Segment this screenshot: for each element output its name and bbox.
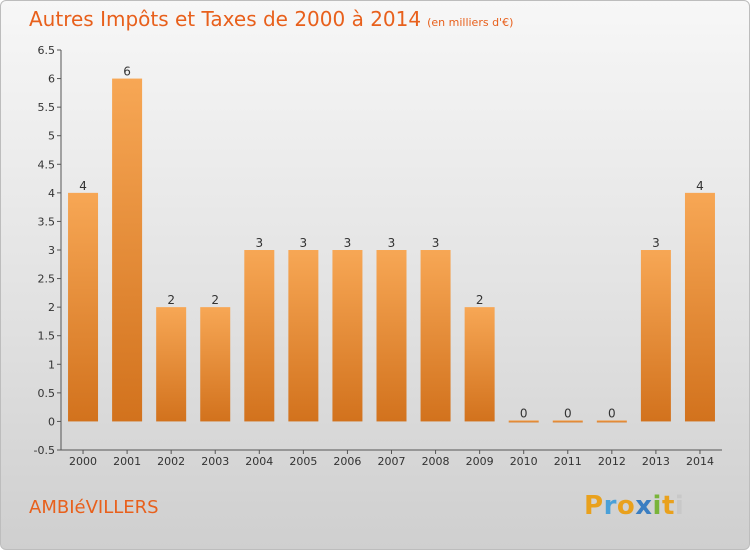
bar-value-label: 4 [696,179,704,193]
bar [420,250,451,422]
y-tick-label: 6 [48,73,55,86]
logo-letter: i [674,491,685,521]
y-tick-label: 3.5 [38,215,56,228]
x-tick-label: 2009 [466,455,494,468]
x-tick-label: 2014 [686,455,714,468]
logo-letter: x [635,491,653,521]
logo-letter: P [584,491,604,521]
bar-value-label: 3 [255,236,263,250]
bar [200,307,231,422]
logo-letter: o [616,491,636,521]
y-tick-label: 2.5 [38,273,56,286]
y-tick-label: 5 [48,130,55,143]
bar [508,420,539,423]
y-tick-label: 0 [48,415,55,428]
y-tick-label: 0.5 [38,387,56,400]
y-tick-label: 2 [48,301,55,314]
proxiti-logo: Proxiti [584,491,684,521]
bar-value-label: 2 [476,293,484,307]
y-tick-label: 4.5 [38,158,56,171]
x-tick-label: 2005 [289,455,317,468]
x-tick-label: 2002 [157,455,185,468]
bar [684,192,715,422]
bar [464,307,495,422]
x-tick-label: 2003 [201,455,229,468]
y-tick-label: 3 [48,244,55,257]
y-tick-label: 1.5 [38,330,56,343]
x-tick-label: 2007 [378,455,406,468]
bar-value-label: 4 [79,179,87,193]
bar [156,307,187,422]
bar-value-label: 3 [652,236,660,250]
chart-subtitle: (en milliers d'€) [427,16,514,29]
y-tick-label: 4 [48,187,55,200]
bar-value-label: 2 [167,293,175,307]
bar-value-label: 0 [520,406,528,420]
bar-value-label: 3 [344,236,352,250]
bar [288,250,319,422]
bar [552,420,583,423]
y-tick-label: -0.5 [34,444,55,457]
bar [112,78,143,422]
bar-value-label: 3 [432,236,440,250]
bar [68,192,99,422]
x-tick-label: 2008 [422,455,450,468]
bar [640,250,671,422]
chart-bars: 4 6 2 2 3 3 3 3 3 2 0 0 0 3 4 [68,65,715,423]
y-tick-label: 1 [48,358,55,371]
chart-title-text: Autres Impôts et Taxes de 2000 à 2014 [29,7,422,31]
y-tick-label: 6.5 [38,44,56,57]
bar-value-label: 6 [123,65,131,79]
x-tick-label: 2010 [510,455,538,468]
x-tick-label: 2012 [598,455,626,468]
x-tick-label: 2001 [113,455,141,468]
bar-value-label: 0 [608,406,616,420]
bar [244,250,275,422]
bar [332,250,363,422]
y-tick-label: 5.5 [38,101,56,114]
x-tick-label: 2004 [245,455,273,468]
x-tick-label: 2000 [69,455,97,468]
x-tick-label: 2011 [554,455,582,468]
city-name: AMBIéVILLERS [29,497,159,518]
bar-value-label: 3 [300,236,308,250]
x-tick-label: 2006 [333,455,361,468]
logo-letter: i [652,491,662,521]
bar-value-label: 0 [564,406,572,420]
bar [376,250,407,422]
bar-value-label: 2 [211,293,219,307]
bar [596,420,627,423]
x-tick-label: 2013 [642,455,670,468]
chart-title: Autres Impôts et Taxes de 2000 à 2014 (en… [29,7,513,31]
logo-letter: r [603,491,617,521]
logo-letter: t [661,491,675,521]
bar-value-label: 3 [388,236,396,250]
